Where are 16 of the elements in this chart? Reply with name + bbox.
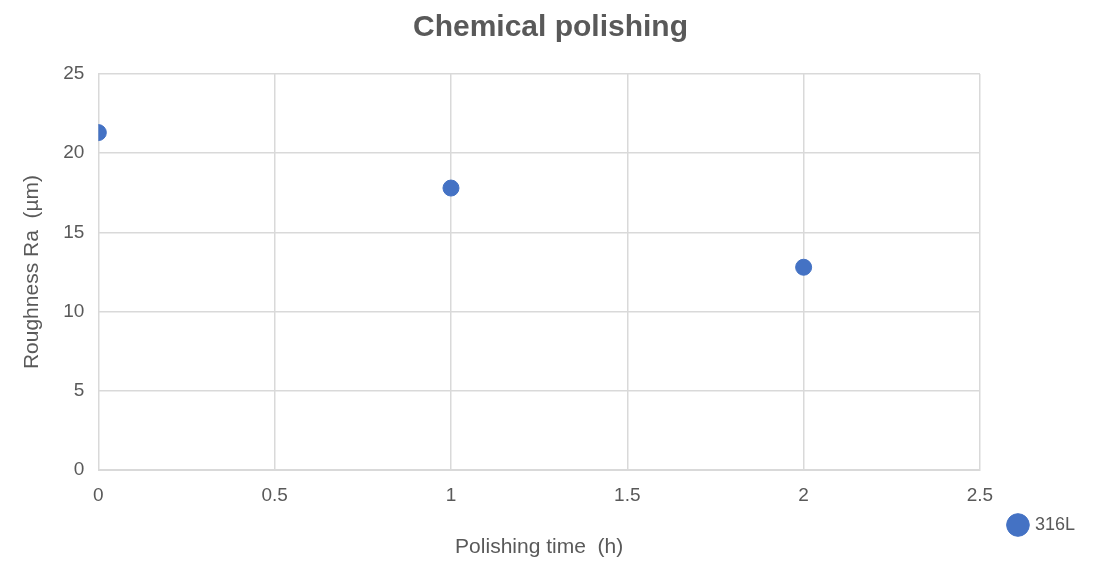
- x-tick-label: 1: [445, 483, 457, 505]
- y-tick-label: 25: [63, 62, 85, 84]
- y-tick-label: 15: [63, 220, 85, 242]
- y-tick-label: 0: [73, 458, 85, 480]
- y-axis-title: Roughness Ra (µm): [19, 174, 43, 370]
- x-tick-label: 0: [93, 483, 104, 505]
- chart-title: Chemical polishing: [412, 9, 689, 43]
- y-tick-label: 10: [63, 299, 85, 321]
- x-tick-label: 2.5: [966, 483, 994, 505]
- x-tick-label: 2: [798, 483, 809, 505]
- x-tick-label: 0.5: [261, 483, 288, 505]
- legend-label: 316L: [1034, 513, 1075, 534]
- x-axis-title: Polishing time (h): [455, 534, 624, 558]
- y-tick-label: 20: [63, 141, 85, 163]
- y-tick-label: 5: [73, 379, 85, 401]
- x-tick-label: 1.5: [614, 483, 641, 505]
